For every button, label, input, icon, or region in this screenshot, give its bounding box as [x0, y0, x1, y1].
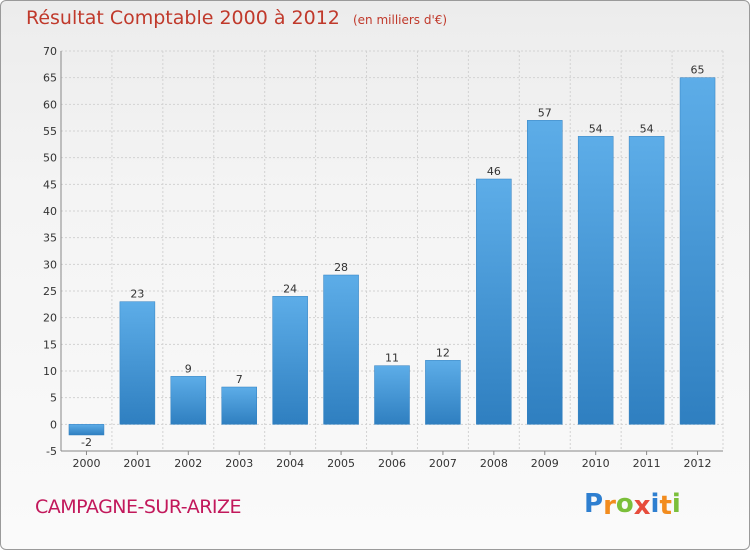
- bar-2007: [425, 360, 461, 425]
- x-tick-label: 2001: [123, 457, 151, 470]
- data-label: 7: [236, 373, 243, 386]
- logo-letter: P: [584, 489, 604, 519]
- data-label: 57: [538, 106, 552, 119]
- bar-2004: [272, 296, 308, 425]
- bar-2006: [374, 365, 410, 425]
- y-tick-label: 55: [43, 125, 57, 138]
- data-label: 24: [283, 282, 297, 295]
- x-tick-label: 2000: [72, 457, 100, 470]
- y-tick-label: 60: [43, 98, 57, 111]
- y-tick-label: 40: [43, 205, 57, 218]
- y-tick-label: 30: [43, 258, 57, 271]
- logo-letter: i: [671, 489, 681, 519]
- y-tick-label: 50: [43, 152, 57, 165]
- x-tick-label: 2012: [684, 457, 712, 470]
- bar-2003: [221, 386, 257, 425]
- logo-letter: o: [615, 489, 634, 519]
- logo-letter: x: [633, 491, 651, 521]
- bar-2001: [119, 301, 156, 425]
- commune-name: CAMPAGNE-SUR-ARIZE: [35, 496, 242, 518]
- x-tick-label: 2007: [429, 457, 457, 470]
- data-label: 65: [691, 64, 705, 77]
- x-tick-label: 2004: [276, 457, 304, 470]
- axes: -5 0 5 10 15 20 25 30 35 40 45 50 55 60 65 70 2000 2001 20…: [43, 45, 723, 470]
- data-label: -2: [81, 436, 92, 449]
- y-tick-label: 65: [43, 72, 57, 85]
- bars: [68, 77, 716, 436]
- x-tick-label: 2009: [531, 457, 559, 470]
- chart-subtitle: (en milliers d'€): [352, 13, 448, 27]
- x-tick-label: 2010: [582, 457, 610, 470]
- data-label: 46: [487, 165, 501, 178]
- bar-2012: [679, 77, 716, 425]
- chart-title-block: Résultat Comptable 2000 à 2012 (en milli…: [26, 7, 447, 29]
- logo-letter: r: [603, 491, 616, 521]
- data-label: 54: [589, 122, 603, 135]
- logo-letter: i: [650, 489, 660, 519]
- chart-title: Résultat Comptable 2000 à 2012: [26, 7, 340, 29]
- data-label: 23: [130, 288, 144, 301]
- y-tick-label: 25: [43, 285, 57, 298]
- bar-2008: [476, 178, 512, 425]
- y-tick-label: 70: [43, 45, 57, 58]
- proxiti-logo: Proxiti: [584, 489, 681, 521]
- x-tick-label: 2005: [327, 457, 355, 470]
- data-label: 54: [640, 122, 654, 135]
- y-tick-label: 45: [43, 178, 57, 191]
- bar-2005: [323, 274, 359, 425]
- y-tick-label: 35: [43, 232, 57, 245]
- y-tick-label: 0: [50, 418, 57, 431]
- bar-2009: [527, 120, 563, 425]
- bar-2011: [628, 136, 665, 425]
- data-label: 28: [334, 261, 348, 274]
- data-labels: -2 23 9 7 24 28 11 12 46 57 54 54 65: [81, 64, 705, 449]
- bar-2000: [68, 424, 105, 436]
- data-label: 11: [385, 352, 399, 365]
- y-tick-label: 5: [50, 392, 57, 405]
- x-tick-label: 2006: [378, 457, 406, 470]
- y-tick-label: 10: [43, 365, 57, 378]
- y-tick-label: -5: [46, 445, 57, 458]
- x-tick-label: 2002: [174, 457, 202, 470]
- y-tick-label: 15: [43, 338, 57, 351]
- bar-2002: [170, 376, 207, 425]
- data-label: 12: [436, 346, 450, 359]
- x-tick-label: 2008: [480, 457, 508, 470]
- x-tick-label: 2003: [225, 457, 253, 470]
- logo-letter: t: [659, 491, 672, 521]
- bar-2010: [577, 136, 614, 425]
- data-label: 9: [185, 362, 192, 375]
- gridlines: [60, 50, 724, 452]
- y-tick-label: 20: [43, 312, 57, 325]
- x-tick-label: 2011: [633, 457, 661, 470]
